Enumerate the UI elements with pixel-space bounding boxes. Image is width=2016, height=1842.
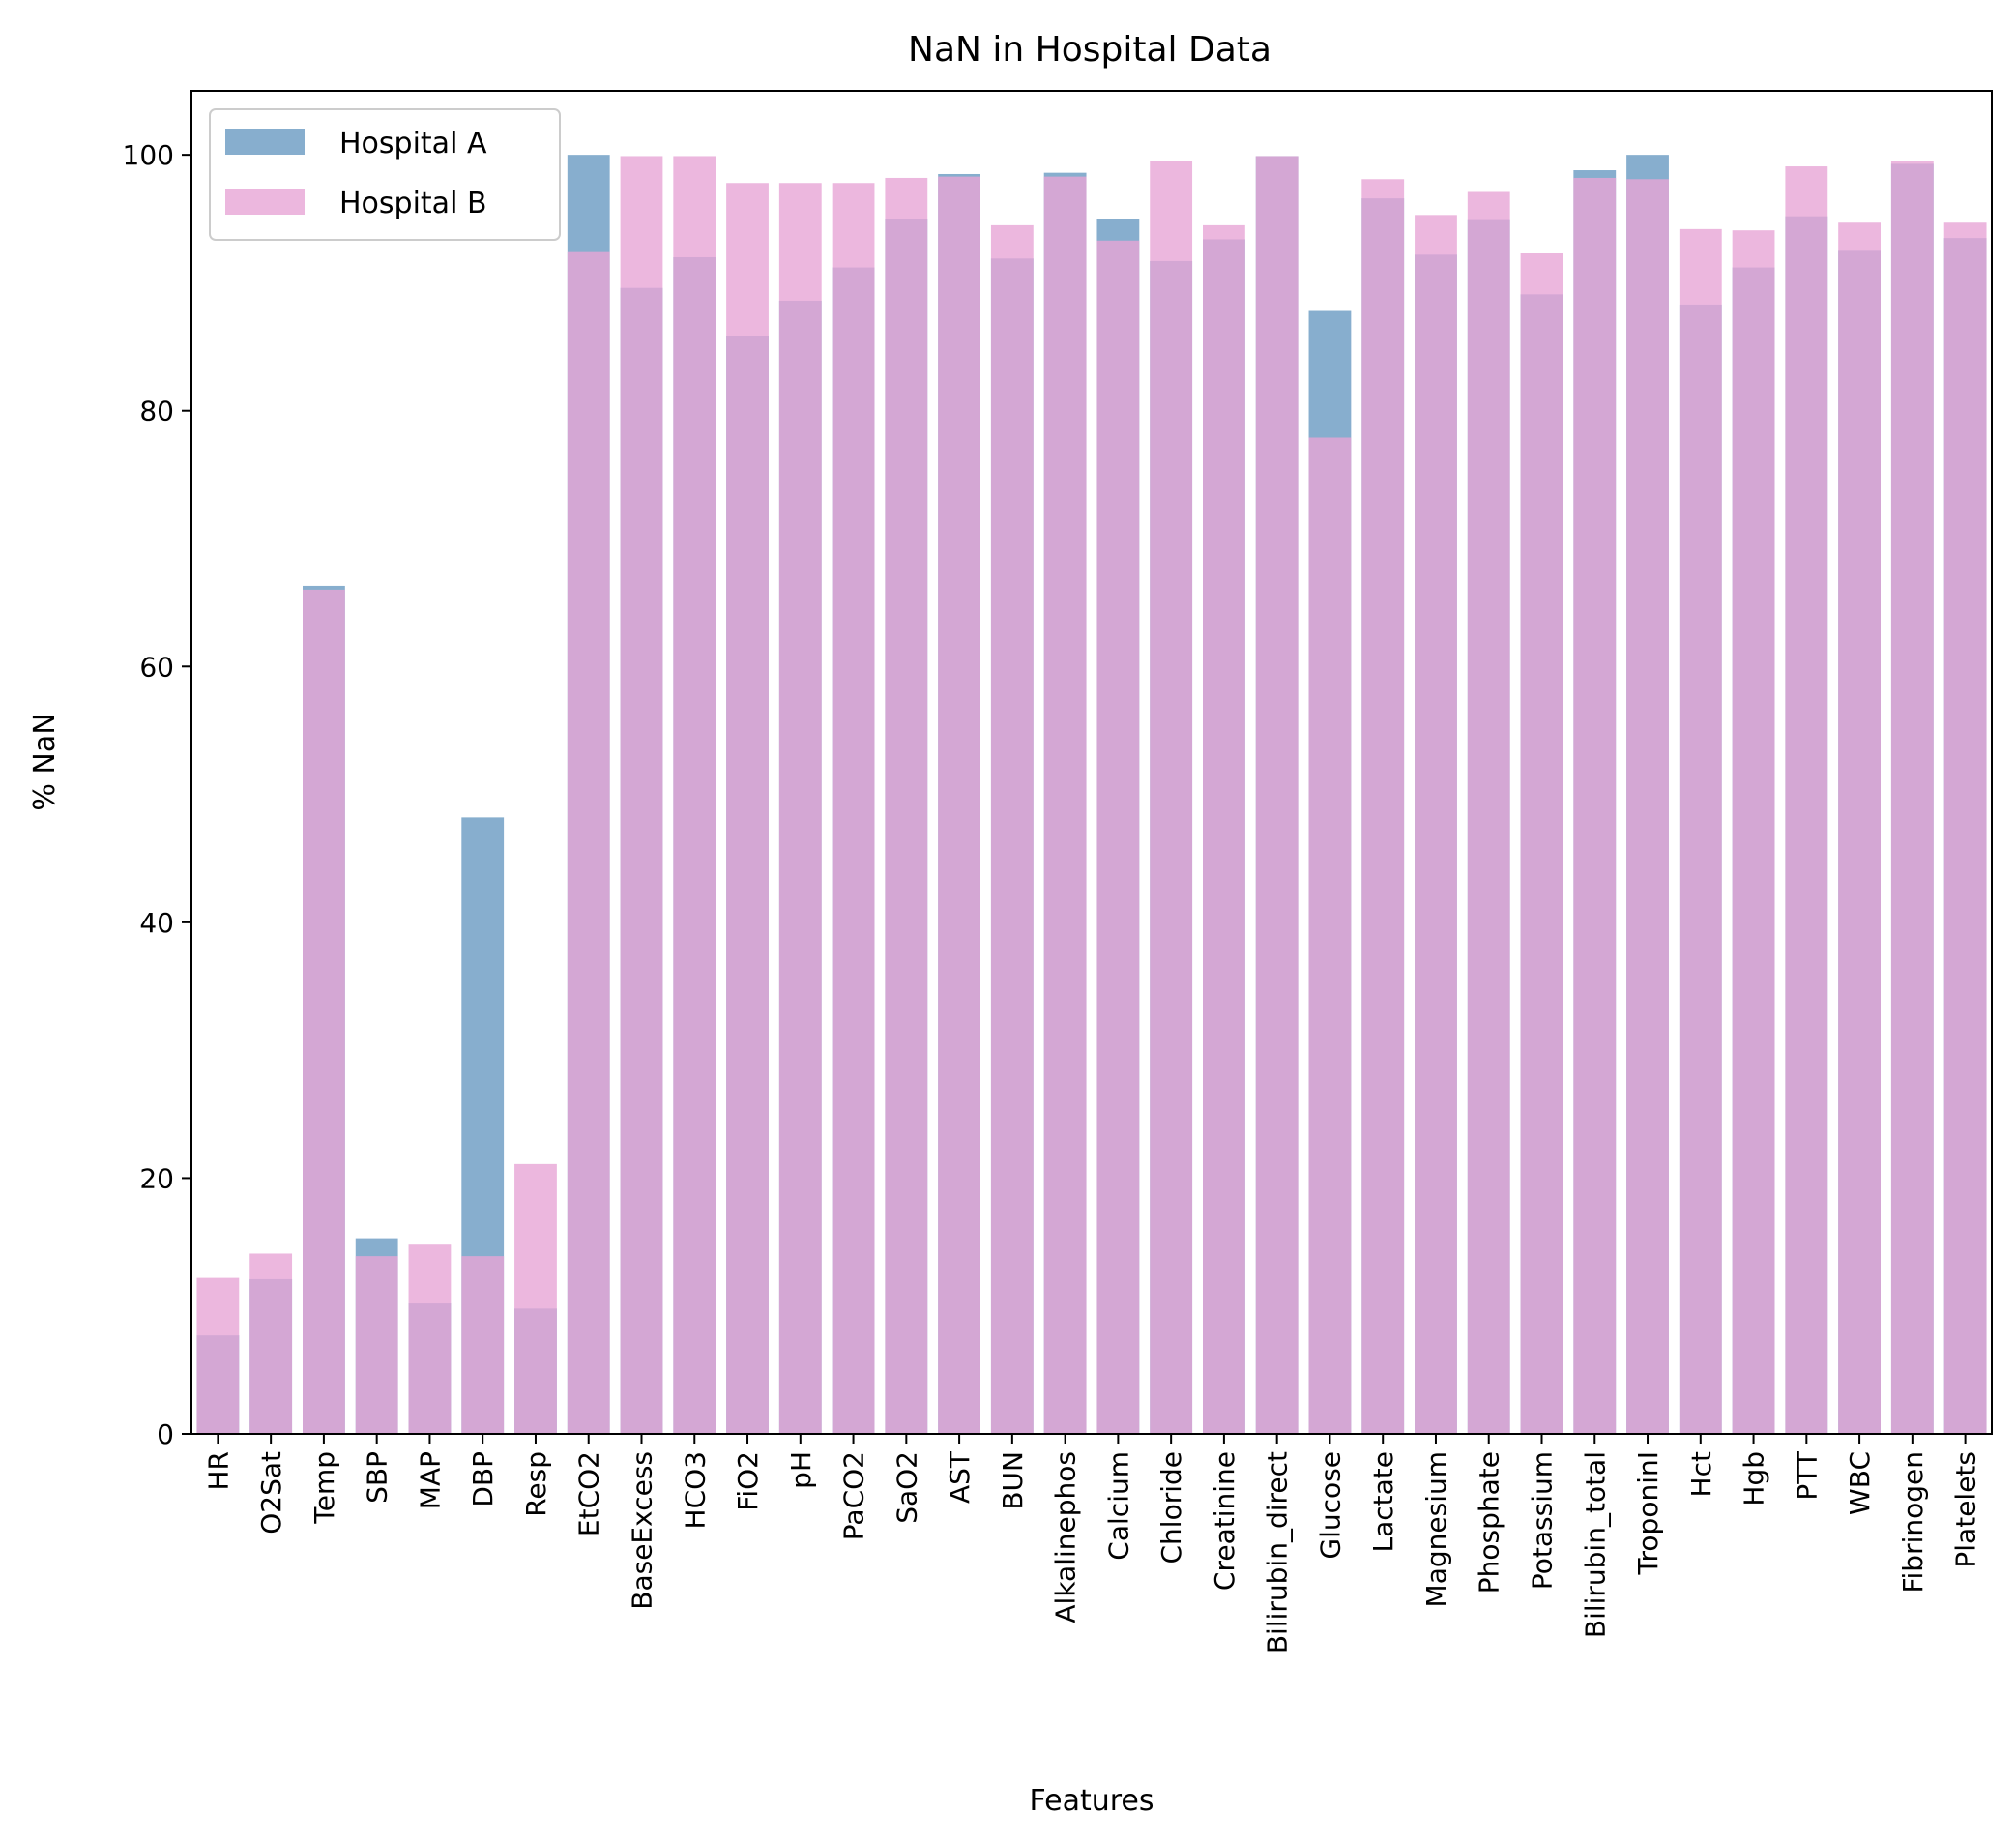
legend-swatch-hospital-a: [225, 129, 305, 155]
x-tick-label-dbp: DBP: [467, 1451, 499, 1507]
x-tick-label-map: MAP: [414, 1451, 446, 1509]
bar-hospital-b-hct: [1679, 228, 1722, 1435]
y-axis: 0 20 40 60 80 100: [123, 139, 191, 1450]
legend-swatch-hospital-b: [225, 189, 305, 215]
x-tick-label-glucose: Glucose: [1314, 1451, 1346, 1560]
x-tick-label-troponini: TroponinI: [1632, 1451, 1664, 1575]
x-tick-label-bun: BUN: [997, 1451, 1029, 1510]
x-tick-label-potassium: Potassium: [1527, 1451, 1559, 1590]
x-tick-label-temp: Temp: [308, 1451, 340, 1525]
bar-hospital-b-potassium: [1520, 253, 1563, 1434]
x-tick-label-o2sat: O2Sat: [255, 1451, 287, 1535]
x-tick-label-magnesium: Magnesium: [1420, 1451, 1452, 1607]
bar-hospital-b-ast: [938, 176, 980, 1434]
x-tick-label-sao2: SaO2: [891, 1451, 922, 1524]
bar-hospital-b-magnesium: [1415, 215, 1457, 1434]
bar-hospital-b-baseexcess: [620, 156, 663, 1435]
bar-hospital-b-hco3: [673, 156, 716, 1435]
x-tick-label-fio2: FiO2: [732, 1451, 764, 1511]
x-axis: HR O2Sat Temp SBP MAP DBP Resp EtCO2 BaseExcess H…: [202, 1434, 1982, 1653]
bar-hospital-b-etco2: [567, 251, 610, 1435]
y-tick-label: 60: [139, 651, 174, 683]
bar-hospital-b-ptt: [1785, 166, 1828, 1434]
x-tick-label-ph: pH: [785, 1451, 817, 1489]
x-tick-label-ast: AST: [944, 1450, 976, 1504]
bar-hospital-b-temp: [303, 589, 345, 1434]
x-tick-label-ptt: PTT: [1791, 1450, 1823, 1500]
bar-hospital-b-glucose: [1308, 437, 1352, 1435]
x-tick-label-baseexcess: BaseExcess: [627, 1451, 658, 1610]
y-tick-label: 40: [139, 907, 174, 939]
bar-hospital-b-ph: [778, 183, 822, 1434]
bar-hospital-b-alkalinephos: [1043, 176, 1087, 1434]
x-tick-label-sbp: SBP: [362, 1451, 394, 1504]
x-tick-label-chloride: Chloride: [1155, 1451, 1187, 1564]
x-tick-label-wbc: WBC: [1844, 1451, 1876, 1515]
bar-hospital-b-bilirubin-direct: [1255, 156, 1299, 1435]
x-tick-label-paco2: PaCO2: [838, 1451, 870, 1540]
y-axis-label: % NaN: [28, 713, 62, 810]
bar-hospital-b-map: [408, 1244, 452, 1434]
x-tick-label-bilirubin-direct: Bilirubin_direct: [1262, 1451, 1294, 1653]
bars-group: [196, 155, 1987, 1435]
y-tick-label: 20: [139, 1162, 174, 1194]
legend-label-hospital-b: Hospital B: [339, 187, 487, 220]
x-tick-label-alkalinephos: Alkalinephos: [1050, 1451, 1082, 1623]
legend: Hospital A Hospital B: [209, 108, 561, 241]
bar-hospital-b-sao2: [885, 177, 928, 1434]
x-axis-label: Features: [1030, 1784, 1154, 1818]
bar-hospital-b-o2sat: [249, 1253, 293, 1434]
x-tick-label-creatinine: Creatinine: [1209, 1451, 1241, 1591]
bar-hospital-b-platelets: [1943, 222, 1987, 1435]
x-tick-label-phosphate: Phosphate: [1474, 1451, 1505, 1593]
bar-hospital-b-bilirubin-total: [1573, 177, 1617, 1434]
y-tick-label: 0: [157, 1418, 174, 1450]
bar-hospital-b-hr: [196, 1277, 240, 1434]
chart-title: NaN in Hospital Data: [908, 30, 1271, 70]
bar-hospital-b-dbp: [461, 1256, 505, 1434]
bar-hospital-b-bun: [990, 224, 1034, 1434]
x-tick-label-etco2: EtCO2: [573, 1451, 605, 1536]
legend-label-hospital-a: Hospital A: [339, 127, 487, 161]
x-tick-label-bilirubin-total: Bilirubin_total: [1579, 1451, 1611, 1638]
x-tick-label-hct: Hct: [1685, 1451, 1717, 1497]
bar-hospital-b-phosphate: [1467, 191, 1510, 1434]
x-tick-label-hgb: Hgb: [1738, 1451, 1770, 1506]
bar-hospital-b-chloride: [1150, 161, 1193, 1435]
bar-hospital-b-hgb: [1732, 230, 1775, 1435]
bar-hospital-b-resp: [514, 1163, 557, 1434]
x-tick-label-hco3: HCO3: [679, 1451, 711, 1529]
x-tick-label-resp: Resp: [520, 1451, 552, 1517]
x-tick-label-lactate: Lactate: [1367, 1451, 1399, 1553]
bar-hospital-b-paco2: [832, 183, 875, 1434]
y-tick-label: 80: [139, 395, 174, 427]
x-tick-label-calcium: Calcium: [1102, 1451, 1134, 1561]
x-tick-label-fibrinogen: Fibrinogen: [1897, 1451, 1929, 1593]
bar-hospital-b-calcium: [1096, 240, 1140, 1434]
plot-frame: [190, 90, 1993, 1435]
y-tick-label: 100: [123, 139, 174, 171]
bar-hospital-b-fibrinogen: [1890, 161, 1934, 1435]
bar-hospital-b-wbc: [1838, 222, 1881, 1435]
bar-hospital-b-fio2: [726, 183, 769, 1434]
bar-hospital-b-creatinine: [1203, 224, 1245, 1434]
x-tick-label-platelets: Platelets: [1950, 1451, 1982, 1568]
bar-hospital-b-sbp: [355, 1256, 398, 1434]
bar-hospital-b-troponini: [1626, 179, 1669, 1435]
bar-hospital-b-lactate: [1361, 179, 1405, 1435]
x-tick-label-hr: HR: [202, 1451, 234, 1491]
